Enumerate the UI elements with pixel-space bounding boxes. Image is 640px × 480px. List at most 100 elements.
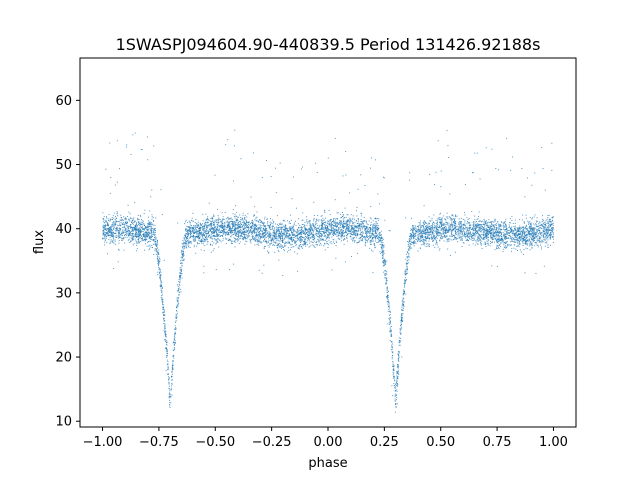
data-point <box>280 229 282 231</box>
data-point <box>551 236 553 238</box>
data-point <box>394 387 396 389</box>
data-point <box>526 230 528 232</box>
data-point <box>461 230 463 232</box>
data-point <box>269 229 271 231</box>
data-point <box>240 224 242 226</box>
data-point <box>407 257 409 259</box>
data-point <box>242 234 244 236</box>
data-point <box>139 224 141 226</box>
data-point <box>213 214 215 216</box>
data-point <box>399 328 401 330</box>
data-point <box>297 218 299 220</box>
data-point <box>297 232 299 234</box>
data-point <box>109 142 111 144</box>
data-point <box>441 221 443 223</box>
data-point <box>206 230 208 232</box>
data-point <box>181 253 183 255</box>
data-point <box>103 233 105 235</box>
data-point <box>437 228 439 230</box>
data-point <box>429 232 431 234</box>
data-point <box>321 220 323 222</box>
data-point <box>451 231 453 233</box>
data-point <box>410 237 412 239</box>
data-point <box>289 214 291 216</box>
data-point <box>169 405 171 407</box>
data-point <box>243 228 245 230</box>
data-point <box>334 224 336 226</box>
data-point <box>539 233 541 235</box>
data-point <box>338 226 340 228</box>
data-point <box>133 233 135 235</box>
data-point <box>320 227 322 229</box>
data-point <box>205 240 207 242</box>
data-point <box>506 245 508 247</box>
data-point <box>304 225 306 227</box>
data-point <box>197 233 199 235</box>
data-point <box>422 221 424 223</box>
data-point <box>449 228 451 230</box>
data-point <box>374 226 376 228</box>
data-point <box>146 223 148 225</box>
data-point <box>110 177 112 179</box>
data-point <box>353 229 355 231</box>
data-point <box>215 232 217 234</box>
data-point <box>317 231 319 233</box>
data-point <box>278 259 280 261</box>
data-point <box>272 221 274 223</box>
data-point <box>552 232 554 234</box>
data-point <box>546 236 548 238</box>
data-point <box>268 238 270 240</box>
data-point <box>382 238 384 240</box>
data-point <box>470 231 472 233</box>
data-point <box>464 183 466 185</box>
data-point <box>230 223 232 225</box>
data-point <box>381 246 383 248</box>
data-point <box>456 241 458 243</box>
data-point <box>135 222 137 224</box>
data-point <box>497 238 499 240</box>
data-point <box>177 222 179 224</box>
data-point <box>116 229 118 231</box>
data-point <box>213 223 215 225</box>
data-point <box>301 219 303 221</box>
data-point <box>103 229 105 231</box>
data-point <box>106 228 108 230</box>
data-point <box>168 397 170 399</box>
data-point <box>519 232 521 234</box>
data-point <box>462 226 464 228</box>
data-point <box>405 271 407 272</box>
data-point <box>153 221 155 223</box>
data-point <box>130 230 132 232</box>
data-point <box>181 246 183 248</box>
data-point <box>542 225 544 227</box>
data-point <box>425 229 427 231</box>
data-point <box>309 227 311 229</box>
data-point <box>230 235 232 237</box>
data-point <box>273 238 275 240</box>
data-point <box>192 212 194 214</box>
data-point <box>389 307 391 309</box>
data-point <box>173 344 175 346</box>
data-point <box>310 232 312 234</box>
data-point <box>454 236 456 238</box>
data-point <box>357 233 359 235</box>
data-point <box>149 240 151 242</box>
data-point <box>513 247 515 249</box>
data-point <box>310 237 312 239</box>
data-point <box>323 223 325 225</box>
data-point <box>334 222 336 224</box>
data-point <box>543 222 545 224</box>
data-point <box>413 233 415 235</box>
data-point <box>272 226 274 227</box>
data-point <box>531 230 533 232</box>
data-point <box>259 238 261 240</box>
data-point <box>123 238 125 240</box>
data-point <box>459 232 461 234</box>
data-point <box>512 223 514 224</box>
data-point <box>185 233 187 235</box>
data-point <box>363 235 365 237</box>
data-point <box>132 236 134 238</box>
data-point <box>385 282 387 284</box>
data-point <box>451 219 453 221</box>
data-point <box>216 229 218 231</box>
